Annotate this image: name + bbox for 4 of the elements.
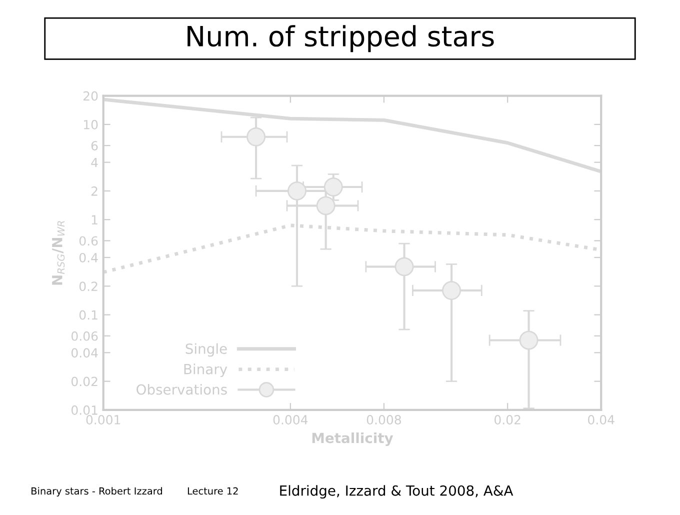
text: Binary stars - Robert Izzard xyxy=(32,487,162,497)
text: Eldridge, Izzard & Tout 2008, A&A xyxy=(280,485,514,499)
chart-title: Num. of stripped stars xyxy=(188,25,494,52)
text: Lecture 12 xyxy=(188,487,238,495)
